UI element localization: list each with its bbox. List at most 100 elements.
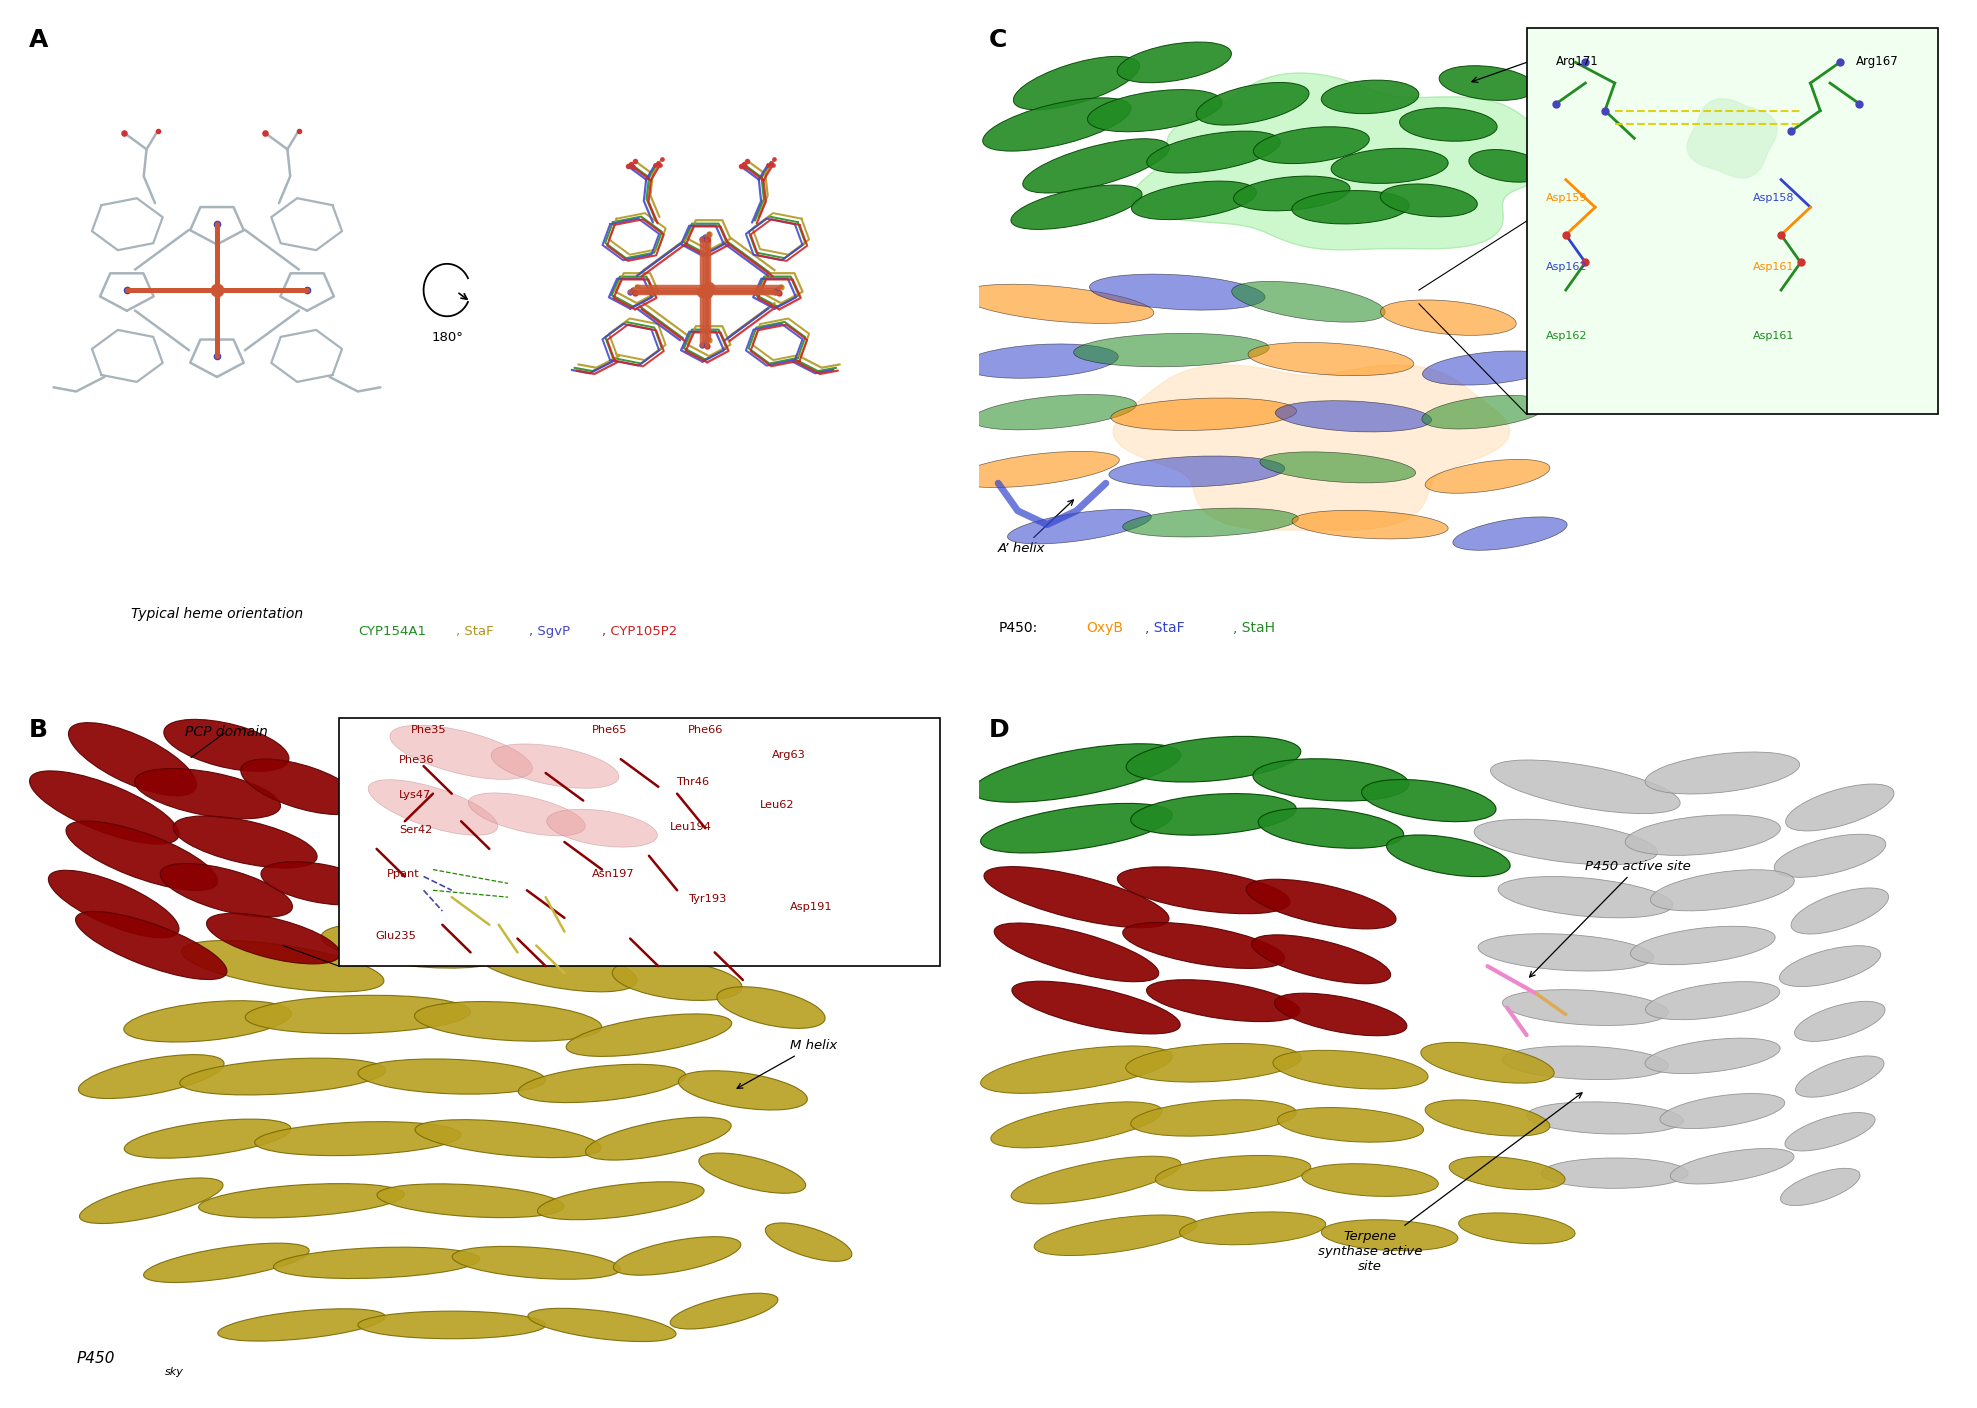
Ellipse shape <box>69 722 196 796</box>
Ellipse shape <box>1257 808 1404 848</box>
Polygon shape <box>1686 99 1777 177</box>
Ellipse shape <box>1479 934 1653 972</box>
Ellipse shape <box>1022 139 1168 193</box>
Ellipse shape <box>565 1014 731 1056</box>
Text: Phe35: Phe35 <box>411 725 447 735</box>
Ellipse shape <box>415 1119 601 1157</box>
Text: PCP domain: PCP domain <box>186 725 267 739</box>
Text: Tyr193: Tyr193 <box>688 894 726 904</box>
Text: 180°: 180° <box>431 331 463 345</box>
Ellipse shape <box>1459 1212 1576 1243</box>
Ellipse shape <box>678 1070 807 1110</box>
Ellipse shape <box>1331 148 1449 183</box>
Ellipse shape <box>1291 190 1410 224</box>
Ellipse shape <box>389 725 532 780</box>
Ellipse shape <box>1651 870 1795 911</box>
Ellipse shape <box>613 959 741 1001</box>
Ellipse shape <box>994 924 1159 981</box>
Text: Leu194: Leu194 <box>670 822 712 832</box>
Ellipse shape <box>981 804 1172 853</box>
Ellipse shape <box>182 941 384 991</box>
Ellipse shape <box>1196 83 1309 125</box>
Ellipse shape <box>1386 835 1510 877</box>
Text: CYP154A1: CYP154A1 <box>358 625 425 638</box>
Text: C: C <box>988 28 1006 52</box>
Ellipse shape <box>585 1117 731 1160</box>
Ellipse shape <box>358 1311 546 1339</box>
Ellipse shape <box>1421 1042 1554 1083</box>
Ellipse shape <box>1362 780 1497 822</box>
Ellipse shape <box>245 995 471 1033</box>
Text: Arg63: Arg63 <box>771 750 807 760</box>
Ellipse shape <box>1321 80 1419 114</box>
Ellipse shape <box>1469 149 1546 182</box>
Ellipse shape <box>164 719 289 772</box>
Ellipse shape <box>1087 90 1222 132</box>
Ellipse shape <box>125 1001 291 1042</box>
Text: Asp159: Asp159 <box>1546 193 1588 203</box>
Text: , CYP105P2: , CYP105P2 <box>601 625 678 638</box>
Ellipse shape <box>1109 456 1285 487</box>
Text: Typical heme orientation: Typical heme orientation <box>130 607 302 621</box>
Ellipse shape <box>1526 1102 1682 1133</box>
Ellipse shape <box>241 759 362 814</box>
Ellipse shape <box>1645 981 1779 1019</box>
Ellipse shape <box>75 911 227 980</box>
Ellipse shape <box>144 1243 308 1283</box>
Ellipse shape <box>1499 877 1673 918</box>
Ellipse shape <box>1423 351 1558 386</box>
Ellipse shape <box>1661 1094 1785 1129</box>
Text: Asn197: Asn197 <box>591 869 635 879</box>
Ellipse shape <box>1425 1100 1550 1136</box>
Ellipse shape <box>1014 56 1139 110</box>
Ellipse shape <box>1111 398 1297 431</box>
Ellipse shape <box>1380 184 1477 217</box>
Text: Phe65: Phe65 <box>591 725 627 735</box>
Ellipse shape <box>528 1308 676 1342</box>
Ellipse shape <box>1631 926 1775 964</box>
Ellipse shape <box>1503 990 1669 1025</box>
Ellipse shape <box>1125 1043 1301 1083</box>
Ellipse shape <box>1117 867 1291 914</box>
FancyBboxPatch shape <box>340 718 941 966</box>
Ellipse shape <box>1291 510 1449 539</box>
Ellipse shape <box>538 1181 704 1219</box>
Ellipse shape <box>1791 888 1888 934</box>
Text: Terpene
synthase active
site: Terpene synthase active site <box>1319 1093 1582 1273</box>
Ellipse shape <box>378 1184 563 1218</box>
Ellipse shape <box>1010 1156 1180 1204</box>
Ellipse shape <box>1008 510 1151 543</box>
Ellipse shape <box>1123 508 1299 536</box>
Text: D: D <box>988 718 1008 742</box>
Text: Thr46: Thr46 <box>676 777 708 787</box>
Ellipse shape <box>985 866 1168 928</box>
Ellipse shape <box>1400 107 1497 141</box>
Ellipse shape <box>1273 1050 1427 1088</box>
Text: P450 active site: P450 active site <box>1530 859 1690 977</box>
Ellipse shape <box>518 1064 686 1102</box>
Ellipse shape <box>79 1178 223 1224</box>
Ellipse shape <box>1425 459 1550 493</box>
Ellipse shape <box>1251 935 1390 984</box>
Ellipse shape <box>261 862 380 905</box>
Ellipse shape <box>453 1246 621 1280</box>
Text: B: B <box>30 718 47 742</box>
Text: Phe66: Phe66 <box>688 725 724 735</box>
Text: , StaH: , StaH <box>1234 621 1275 635</box>
Ellipse shape <box>368 780 498 835</box>
Ellipse shape <box>490 743 619 788</box>
Text: , StaF: , StaF <box>455 625 492 638</box>
Ellipse shape <box>217 1309 386 1340</box>
Ellipse shape <box>358 1059 546 1094</box>
Text: Ser42: Ser42 <box>399 825 433 835</box>
Ellipse shape <box>320 922 508 969</box>
Ellipse shape <box>1625 815 1781 856</box>
Polygon shape <box>1133 73 1570 249</box>
Ellipse shape <box>65 821 217 890</box>
Ellipse shape <box>473 941 637 991</box>
Ellipse shape <box>955 452 1119 487</box>
Ellipse shape <box>1155 1156 1311 1191</box>
Text: Ppant: Ppant <box>387 869 419 879</box>
Ellipse shape <box>1147 980 1301 1022</box>
Ellipse shape <box>1321 1219 1457 1250</box>
